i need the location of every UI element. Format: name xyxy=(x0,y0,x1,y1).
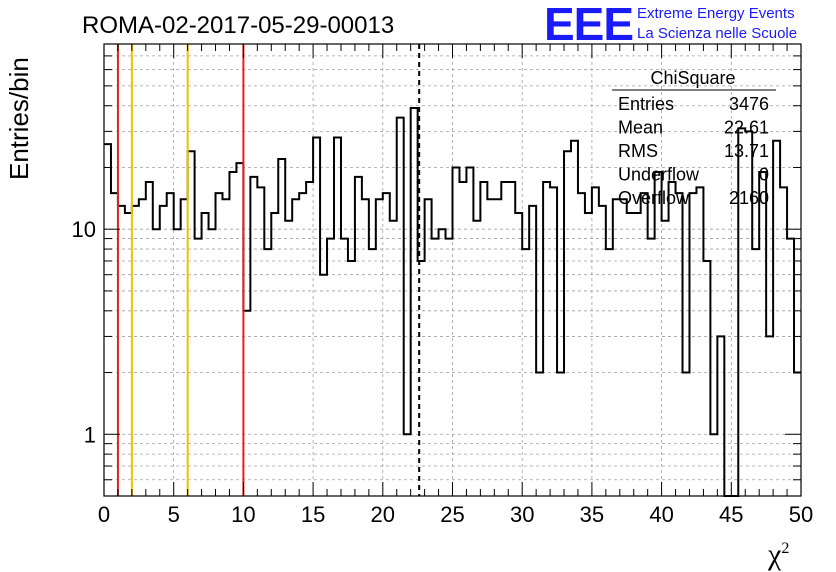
stats-value-mean: 22.61 xyxy=(724,118,769,138)
x-tick-label: 10 xyxy=(231,502,255,527)
eee-logo: EEE xyxy=(544,0,634,50)
y-axis-label: Entries/bin xyxy=(4,57,34,180)
stats-value-overflow: 2160 xyxy=(729,188,769,208)
stats-label-underflow: Underflow xyxy=(618,165,700,185)
x-tick-label: 0 xyxy=(98,502,110,527)
x-tick-label: 25 xyxy=(440,502,464,527)
stats-box: ChiSquare Entries 3476 Mean 22.61 RMS 13.71 Und… xyxy=(612,68,776,208)
x-tick-label: 45 xyxy=(719,502,743,527)
stats-label-rms: RMS xyxy=(618,141,658,161)
grid xyxy=(104,44,801,496)
chart-title: ROMA-02-2017-05-29-00013 xyxy=(82,12,395,39)
histogram-series xyxy=(104,106,801,497)
x-tick-label: 5 xyxy=(168,502,180,527)
stats-label-mean: Mean xyxy=(618,118,663,138)
stats-label-overflow: Overflow xyxy=(618,188,690,208)
x-axis-label: χ2 xyxy=(768,538,789,572)
stats-value-entries: 3476 xyxy=(729,94,769,114)
stats-label-entries: Entries xyxy=(618,94,674,114)
x-tick-label: 30 xyxy=(510,502,534,527)
stats-value-underflow: 0 xyxy=(759,165,769,185)
x-axis-label-base: χ xyxy=(768,538,782,571)
stats-value-rms: 13.71 xyxy=(724,141,769,161)
x-axis-label-sup: 2 xyxy=(781,540,790,557)
y-tick-label: 1 xyxy=(84,422,96,447)
logo-line-2: La Scienza nelle Scuole xyxy=(637,25,798,42)
y-axis: 1 10 xyxy=(72,43,801,497)
y-tick-label: 10 xyxy=(72,217,96,242)
stats-title: ChiSquare xyxy=(650,68,735,88)
x-axis: 0 5 10 15 20 25 30 35 40 45 50 xyxy=(98,44,813,527)
x-tick-label: 35 xyxy=(580,502,604,527)
x-tick-label: 15 xyxy=(301,502,325,527)
logo-line-1: Extreme Energy Events xyxy=(637,5,795,22)
x-tick-label: 40 xyxy=(649,502,673,527)
x-tick-label: 50 xyxy=(789,502,813,527)
x-tick-label: 20 xyxy=(371,502,395,527)
